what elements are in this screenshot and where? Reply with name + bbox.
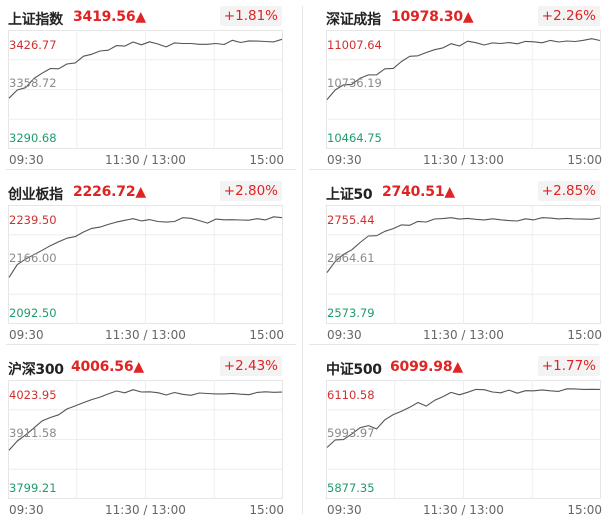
row-divider — [309, 344, 599, 345]
intraday-chart: 3426.77 3358.72 3290.68 — [8, 30, 283, 149]
index-price: 4006.56▲ — [71, 359, 144, 375]
change-badge: +2.80% — [219, 181, 282, 201]
y-axis-high-label: 3426.77 — [9, 38, 57, 52]
index-name: 上证指数 — [8, 12, 63, 28]
y-axis-prev-close-label: 3358.72 — [9, 76, 57, 90]
change-badge: +1.77% — [537, 356, 600, 376]
price-line — [8, 389, 283, 451]
y-axis-prev-close-label: 3911.58 — [9, 426, 57, 440]
y-axis-high-label: 4023.95 — [9, 388, 57, 402]
intraday-chart: 2239.50 2166.00 2092.50 — [8, 205, 283, 324]
intraday-line-chart — [8, 380, 283, 499]
intraday-line-chart — [8, 205, 283, 324]
index-price: 2226.72▲ — [73, 184, 146, 200]
price-line — [8, 38, 283, 99]
x-axis-midday-label: 11:30 / 13:00 — [105, 328, 186, 342]
y-axis-high-label: 11007.64 — [327, 38, 382, 52]
index-name: 深证成指 — [326, 12, 381, 28]
index-card-csi500[interactable]: 中证500 6099.98▲ +1.77% 6110.58 5993.97 58… — [326, 354, 605, 524]
y-axis-prev-close-label: 10736.19 — [327, 76, 382, 90]
intraday-chart: 4023.95 3911.58 3799.21 — [8, 380, 283, 499]
x-axis-open-label: 09:30 — [9, 153, 44, 167]
change-badge: +2.43% — [219, 356, 282, 376]
y-axis-prev-close-label: 2664.61 — [327, 251, 375, 265]
x-axis-open-label: 09:30 — [327, 153, 362, 167]
index-name: 沪深300 — [8, 362, 64, 378]
index-name: 上证50 — [326, 187, 373, 203]
y-axis-low-label: 5877.35 — [327, 481, 375, 495]
intraday-chart: 11007.64 10736.19 10464.75 — [326, 30, 601, 149]
y-axis-low-label: 2573.79 — [327, 306, 375, 320]
y-axis-prev-close-label: 2166.00 — [9, 251, 57, 265]
price-line — [326, 388, 601, 448]
index-name: 中证500 — [326, 362, 382, 378]
index-card-chinext[interactable]: 创业板指 2226.72▲ +2.80% 2239.50 2166.00 209… — [8, 179, 290, 349]
y-axis-low-label: 3799.21 — [9, 481, 57, 495]
x-axis-close-label: 15:00 — [249, 328, 284, 342]
x-axis-midday-label: 11:30 / 13:00 — [105, 153, 186, 167]
price-line — [326, 38, 601, 100]
index-header: 中证500 6099.98▲ +1.77% — [326, 354, 605, 380]
x-axis-close-label: 15:00 — [249, 153, 284, 167]
row-divider — [6, 344, 296, 345]
index-header: 创业板指 2226.72▲ +2.80% — [8, 179, 290, 205]
index-header: 沪深300 4006.56▲ +2.43% — [8, 354, 290, 380]
x-axis-open-label: 09:30 — [9, 503, 44, 517]
column-divider — [302, 6, 303, 514]
x-axis-midday-label: 11:30 / 13:00 — [423, 503, 504, 517]
row-divider — [309, 169, 599, 170]
change-badge: +2.85% — [537, 181, 600, 201]
y-axis-low-label: 10464.75 — [327, 131, 382, 145]
x-axis-open-label: 09:30 — [327, 503, 362, 517]
y-axis-prev-close-label: 5993.97 — [327, 426, 375, 440]
y-axis-low-label: 2092.50 — [9, 306, 57, 320]
x-axis-midday-label: 11:30 / 13:00 — [105, 503, 186, 517]
index-header: 上证50 2740.51▲ +2.85% — [326, 179, 605, 205]
intraday-chart: 2755.44 2664.61 2573.79 — [326, 205, 601, 324]
intraday-line-chart — [326, 380, 601, 499]
change-badge: +1.81% — [219, 6, 282, 26]
index-name: 创业板指 — [8, 187, 63, 203]
y-axis-high-label: 2239.50 — [9, 213, 57, 227]
index-header: 上证指数 3419.56▲ +1.81% — [8, 4, 290, 30]
index-price: 3419.56▲ — [73, 9, 146, 25]
index-card-sse50[interactable]: 上证50 2740.51▲ +2.85% 2755.44 2664.61 257… — [326, 179, 605, 349]
row-divider — [6, 169, 296, 170]
index-price: 10978.30▲ — [391, 9, 474, 25]
x-axis-close-label: 15:00 — [567, 503, 602, 517]
index-card-csi300[interactable]: 沪深300 4006.56▲ +2.43% 4023.95 3911.58 37… — [8, 354, 290, 524]
intraday-line-chart — [326, 205, 601, 324]
price-line — [8, 216, 283, 278]
y-axis-high-label: 2755.44 — [327, 213, 375, 227]
change-badge: +2.26% — [537, 6, 600, 26]
x-axis-midday-label: 11:30 / 13:00 — [423, 328, 504, 342]
x-axis-close-label: 15:00 — [567, 153, 602, 167]
y-axis-low-label: 3290.68 — [9, 131, 57, 145]
x-axis-open-label: 09:30 — [9, 328, 44, 342]
intraday-chart: 6110.58 5993.97 5877.35 — [326, 380, 601, 499]
index-header: 深证成指 10978.30▲ +2.26% — [326, 4, 605, 30]
x-axis-open-label: 09:30 — [327, 328, 362, 342]
index-card-shenzhen-component[interactable]: 深证成指 10978.30▲ +2.26% 11007.64 10736.19 … — [326, 4, 605, 174]
index-price: 6099.98▲ — [390, 359, 463, 375]
x-axis-close-label: 15:00 — [249, 503, 284, 517]
x-axis-close-label: 15:00 — [567, 328, 602, 342]
y-axis-high-label: 6110.58 — [327, 388, 375, 402]
x-axis-midday-label: 11:30 / 13:00 — [423, 153, 504, 167]
index-card-shanghai-composite[interactable]: 上证指数 3419.56▲ +1.81% 3426.77 3358.72 329… — [8, 4, 290, 174]
intraday-line-chart — [8, 30, 283, 149]
intraday-line-chart — [326, 30, 601, 149]
price-line — [326, 217, 601, 273]
index-price: 2740.51▲ — [382, 184, 455, 200]
